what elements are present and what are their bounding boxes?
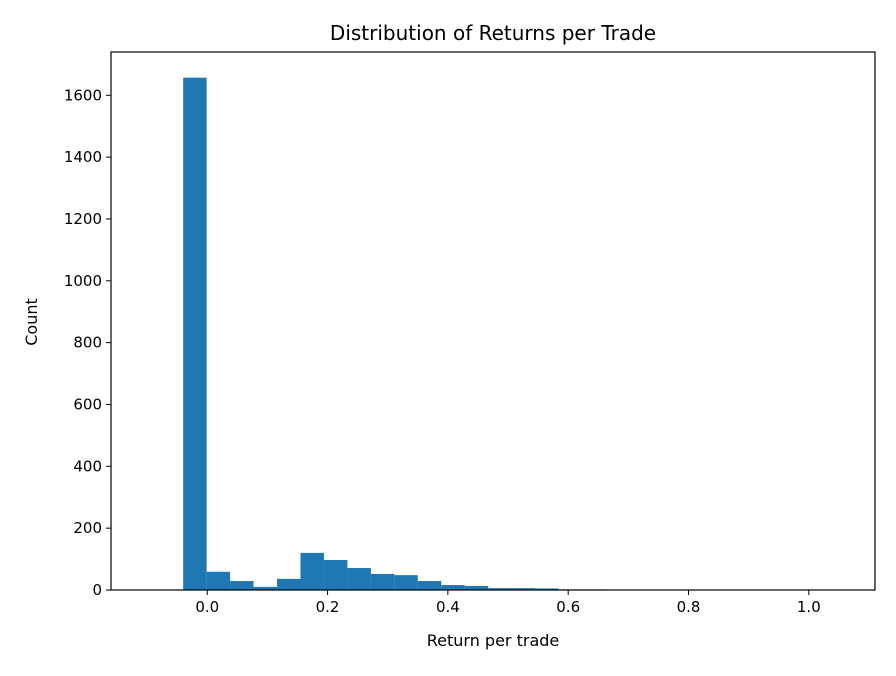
histogram-bar <box>324 560 347 590</box>
histogram-bar <box>347 568 370 590</box>
histogram-bar <box>300 553 323 590</box>
chart-title: Distribution of Returns per Trade <box>330 21 656 45</box>
y-tick-label: 200 <box>73 519 102 537</box>
x-tick-label: 0.0 <box>195 598 219 616</box>
plot-frame <box>111 52 875 590</box>
x-tick-label: 0.6 <box>556 598 580 616</box>
histogram-bar <box>277 579 300 590</box>
histogram-bar <box>418 581 441 590</box>
histogram-bar <box>230 581 253 590</box>
y-tick-label: 1600 <box>64 86 102 104</box>
x-tick-label: 0.2 <box>316 598 340 616</box>
y-axis-label: Count <box>22 298 41 346</box>
y-tick-label: 1200 <box>64 210 102 228</box>
histogram-bar <box>394 575 417 590</box>
y-tick-label: 600 <box>73 395 102 413</box>
x-tick-label: 1.0 <box>797 598 821 616</box>
x-tick-label: 0.4 <box>436 598 460 616</box>
x-tick-label: 0.8 <box>677 598 701 616</box>
histogram-bar <box>207 572 230 590</box>
histogram-bar <box>465 586 488 590</box>
y-tick-label: 400 <box>73 457 102 475</box>
y-tick-label: 0 <box>92 581 102 599</box>
x-axis-label: Return per trade <box>427 631 560 650</box>
y-tick-label: 1400 <box>64 148 102 166</box>
histogram-bar <box>441 585 464 590</box>
histogram-bar <box>371 574 394 590</box>
histogram-bar <box>183 78 206 590</box>
y-tick-label: 1000 <box>64 272 102 290</box>
y-tick-label: 800 <box>73 334 102 352</box>
